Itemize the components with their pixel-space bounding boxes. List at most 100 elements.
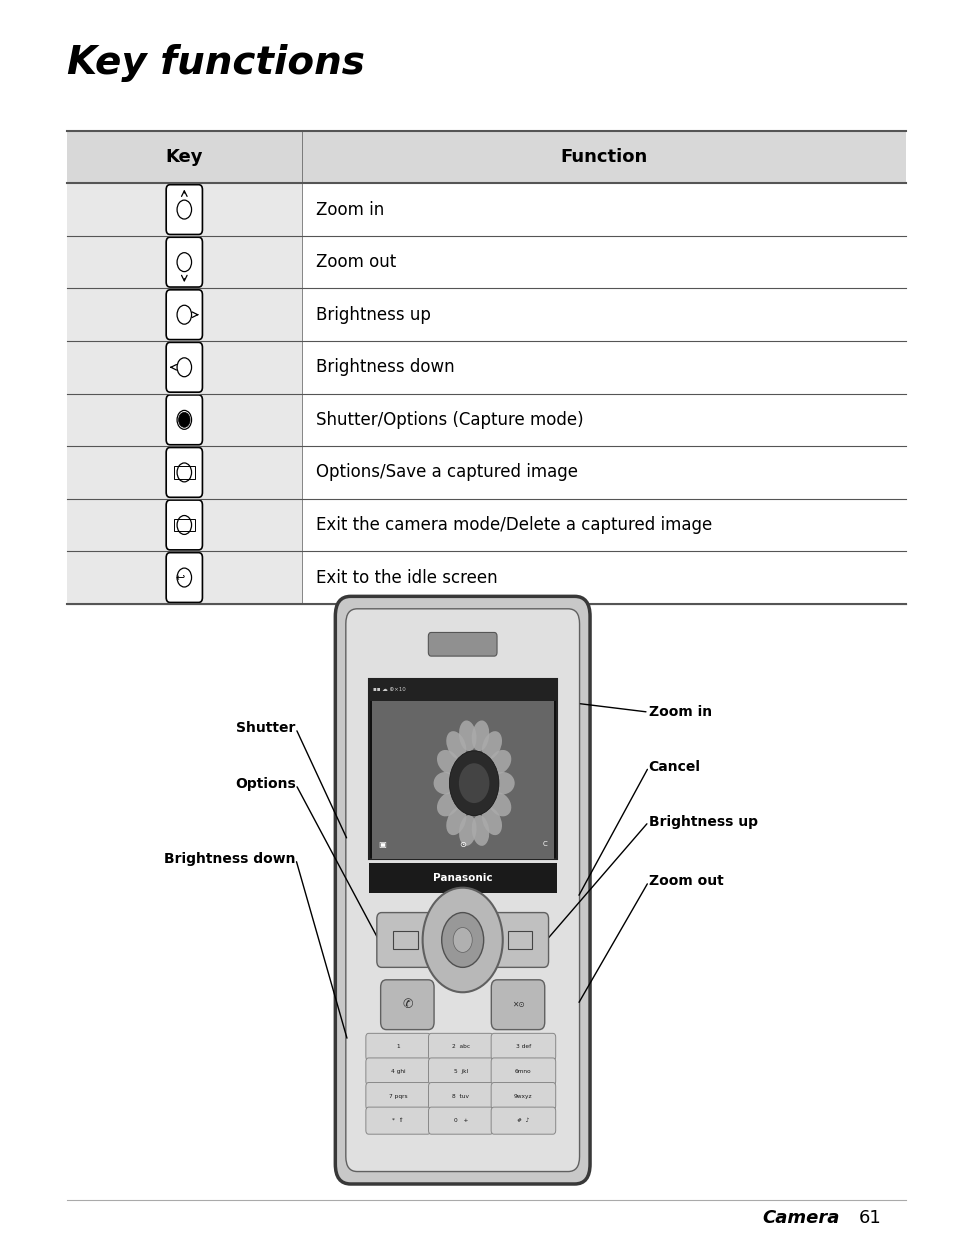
FancyBboxPatch shape xyxy=(491,1082,555,1109)
Text: 2  abc: 2 abc xyxy=(452,1045,469,1050)
Text: Function: Function xyxy=(559,148,647,166)
FancyBboxPatch shape xyxy=(366,1107,430,1134)
Bar xyxy=(67,446,301,499)
Bar xyxy=(67,341,301,393)
Text: Exit the camera mode/Delete a captured image: Exit the camera mode/Delete a captured i… xyxy=(315,515,712,534)
Text: ▪▪ ☁ ⊕×10: ▪▪ ☁ ⊕×10 xyxy=(374,687,406,692)
Bar xyxy=(67,289,301,341)
Ellipse shape xyxy=(481,731,501,759)
Bar xyxy=(67,131,905,183)
Text: Shutter/Options (Capture mode): Shutter/Options (Capture mode) xyxy=(315,411,583,428)
Text: Key functions: Key functions xyxy=(67,44,364,82)
Bar xyxy=(507,931,532,949)
Text: 3 def: 3 def xyxy=(516,1045,531,1050)
Text: Brightness up: Brightness up xyxy=(315,306,431,324)
Bar xyxy=(301,289,905,341)
Bar xyxy=(301,552,905,604)
Text: Zoom in: Zoom in xyxy=(315,200,384,219)
Ellipse shape xyxy=(488,792,511,817)
FancyBboxPatch shape xyxy=(380,980,434,1030)
Bar xyxy=(372,701,553,859)
FancyBboxPatch shape xyxy=(428,1033,493,1061)
Bar xyxy=(173,519,194,532)
Bar xyxy=(301,499,905,552)
Bar xyxy=(301,235,905,289)
Bar xyxy=(301,341,905,393)
Bar xyxy=(67,393,301,446)
Ellipse shape xyxy=(446,731,466,759)
Text: Zoom in: Zoom in xyxy=(648,705,711,720)
FancyBboxPatch shape xyxy=(366,1058,430,1084)
FancyBboxPatch shape xyxy=(491,1058,555,1084)
Text: Brightness down: Brightness down xyxy=(315,359,455,376)
Ellipse shape xyxy=(471,721,489,751)
FancyBboxPatch shape xyxy=(491,1033,555,1061)
FancyBboxPatch shape xyxy=(366,1033,430,1061)
Text: ✕⊙: ✕⊙ xyxy=(511,1000,524,1010)
Text: Zoom out: Zoom out xyxy=(315,253,396,271)
Ellipse shape xyxy=(490,772,515,794)
Ellipse shape xyxy=(436,749,459,774)
Text: Options: Options xyxy=(234,777,295,792)
FancyBboxPatch shape xyxy=(428,1082,493,1109)
FancyBboxPatch shape xyxy=(428,632,497,656)
FancyBboxPatch shape xyxy=(166,553,202,603)
Circle shape xyxy=(422,888,502,992)
FancyBboxPatch shape xyxy=(428,1058,493,1084)
Ellipse shape xyxy=(446,807,466,835)
Text: ↩: ↩ xyxy=(175,573,185,583)
Text: 9wxyz: 9wxyz xyxy=(514,1093,532,1098)
FancyBboxPatch shape xyxy=(376,913,434,967)
Bar xyxy=(393,931,417,949)
Text: Panasonic: Panasonic xyxy=(433,873,492,883)
Ellipse shape xyxy=(458,721,476,751)
Circle shape xyxy=(441,913,483,967)
Bar xyxy=(67,552,301,604)
Text: 61: 61 xyxy=(858,1209,881,1226)
FancyBboxPatch shape xyxy=(366,1082,430,1109)
Text: Brightness down: Brightness down xyxy=(164,852,295,867)
FancyBboxPatch shape xyxy=(491,913,548,967)
FancyBboxPatch shape xyxy=(491,1107,555,1134)
Bar xyxy=(368,679,556,701)
Ellipse shape xyxy=(471,815,489,845)
Ellipse shape xyxy=(481,807,501,835)
Circle shape xyxy=(178,412,190,427)
Text: 4 ghi: 4 ghi xyxy=(391,1069,405,1074)
Text: ▣: ▣ xyxy=(377,839,386,849)
Text: ⊙: ⊙ xyxy=(458,839,466,849)
Bar xyxy=(301,183,905,235)
Bar xyxy=(173,466,194,478)
Text: 6mno: 6mno xyxy=(515,1069,531,1074)
FancyBboxPatch shape xyxy=(166,238,202,288)
FancyBboxPatch shape xyxy=(166,395,202,444)
Text: Cancel: Cancel xyxy=(648,759,700,774)
FancyBboxPatch shape xyxy=(166,447,202,497)
FancyBboxPatch shape xyxy=(335,596,589,1184)
Circle shape xyxy=(449,751,498,815)
Bar xyxy=(368,863,556,893)
Bar xyxy=(301,446,905,499)
FancyBboxPatch shape xyxy=(166,342,202,392)
Bar xyxy=(67,183,301,235)
Bar xyxy=(368,679,556,859)
Ellipse shape xyxy=(433,772,456,794)
Text: *  ⇑: * ⇑ xyxy=(392,1118,403,1123)
Text: C: C xyxy=(542,842,546,847)
FancyBboxPatch shape xyxy=(491,980,544,1030)
Text: Key: Key xyxy=(166,148,203,166)
Text: 1: 1 xyxy=(395,1045,399,1050)
FancyBboxPatch shape xyxy=(345,609,578,1172)
Ellipse shape xyxy=(458,815,476,845)
FancyBboxPatch shape xyxy=(166,184,202,234)
Bar xyxy=(301,393,905,446)
Bar xyxy=(67,499,301,552)
Text: 8  tuv: 8 tuv xyxy=(452,1093,469,1098)
Circle shape xyxy=(453,928,472,952)
Text: #  ♪: # ♪ xyxy=(517,1118,529,1123)
Ellipse shape xyxy=(488,749,511,774)
Text: Zoom out: Zoom out xyxy=(648,874,722,889)
Text: 5  jkl: 5 jkl xyxy=(454,1069,467,1074)
FancyBboxPatch shape xyxy=(166,290,202,340)
Text: 7 pqrs: 7 pqrs xyxy=(389,1093,407,1098)
